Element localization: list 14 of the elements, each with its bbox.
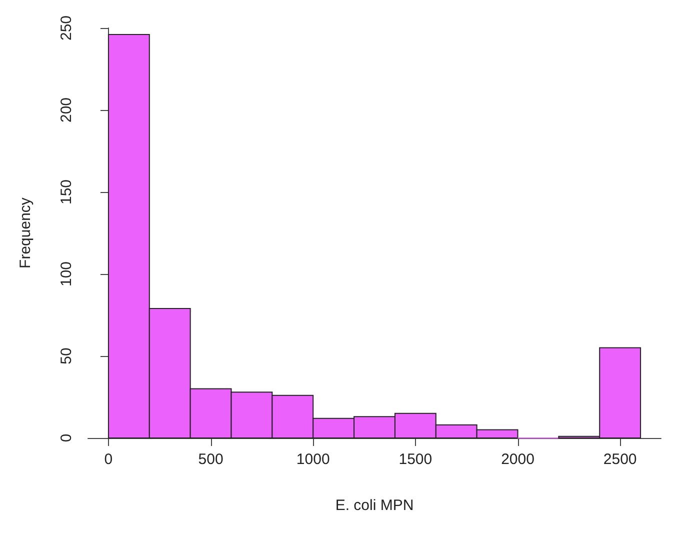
- y-tick-label: 200: [58, 97, 75, 123]
- x-tick-label: 0: [104, 451, 113, 468]
- y-tick-label: 0: [58, 434, 75, 442]
- x-tick-label: 2000: [501, 451, 534, 468]
- y-tick-label: 50: [58, 348, 75, 364]
- y-axis-title: Frequency: [17, 197, 34, 268]
- x-tick-label: 1500: [398, 451, 432, 468]
- y-tick-label: 250: [58, 15, 75, 41]
- y-tick-label: 100: [58, 261, 75, 287]
- x-tick-label: 1000: [296, 451, 330, 468]
- x-axis-title: E. coli MPN: [335, 497, 414, 514]
- x-tick-label: 500: [198, 451, 224, 468]
- y-tick-label: 150: [58, 179, 75, 205]
- x-tick-label: 2500: [603, 451, 637, 468]
